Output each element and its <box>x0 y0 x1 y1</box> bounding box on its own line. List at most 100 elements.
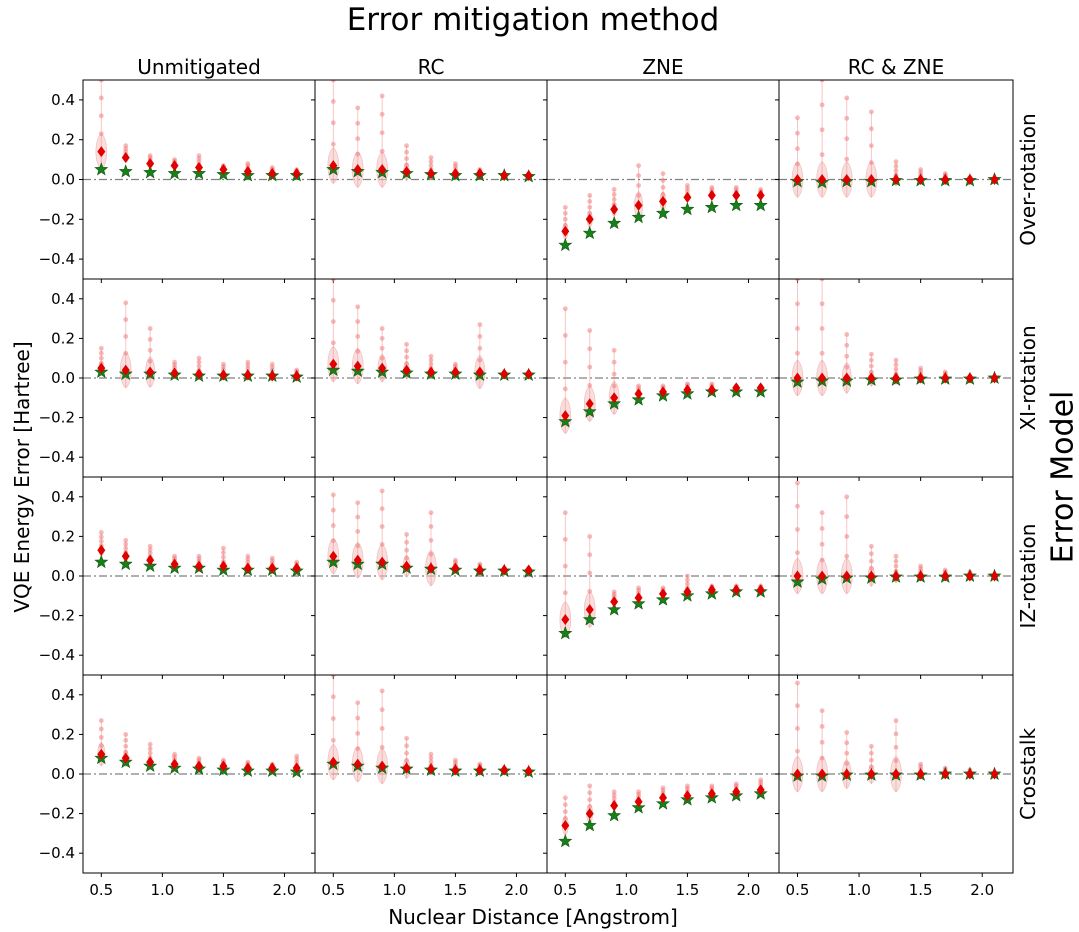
exact-star-marker <box>631 209 646 224</box>
sample-dot <box>330 716 336 721</box>
mean-diamond-marker <box>146 756 155 768</box>
sample-dot <box>733 781 739 787</box>
mean-diamond-marker <box>500 564 509 576</box>
mean-diamond-marker <box>585 213 594 225</box>
sample-dot <box>868 369 874 375</box>
sample-dot <box>562 510 568 516</box>
sample-dot <box>795 161 800 167</box>
sample-dot <box>893 718 899 723</box>
sample-dot <box>98 726 104 732</box>
x-tick-label: 2.0 <box>273 881 297 899</box>
mean-diamond-marker <box>243 562 252 574</box>
exact-star-marker <box>118 164 133 178</box>
sample-dot <box>819 80 825 83</box>
mean-diamond-marker <box>683 586 692 598</box>
sample-dot <box>844 332 850 337</box>
mean-diamond-marker <box>195 560 203 572</box>
sample-dot <box>562 816 568 821</box>
sample-dot <box>819 739 825 745</box>
x-tick-label: 1.0 <box>614 881 638 899</box>
sample-dot <box>918 365 924 371</box>
mean-diamond-marker <box>292 562 301 574</box>
mean-diamond-marker <box>867 174 876 185</box>
sample-dot <box>221 757 226 763</box>
sample-dot <box>147 347 153 353</box>
labels-layer: Unmitigated RC ZNE RC & ZNE Over-rotation XI-… <box>10 2 1079 929</box>
sample-dot <box>844 740 850 746</box>
sample-dot <box>587 790 593 796</box>
sample-dot <box>587 364 593 370</box>
sample-dot <box>355 120 361 126</box>
mean-diamond-marker <box>146 366 155 378</box>
exact-star-marker <box>680 202 695 216</box>
sample-dot <box>379 93 385 99</box>
mean-diamond-marker <box>146 554 155 566</box>
mean-diamond-marker <box>585 398 594 410</box>
sample-dot <box>819 350 825 356</box>
sample-dot <box>404 162 409 168</box>
row-label: Over-rotation <box>1016 113 1040 245</box>
panel-marks <box>83 530 315 577</box>
sample-dot <box>379 148 385 154</box>
sample-dot <box>379 524 385 529</box>
panel-1-3 <box>543 79 780 283</box>
sample-dot <box>562 795 568 801</box>
sample-dot <box>428 751 434 757</box>
sample-dot <box>294 559 300 565</box>
panel-marks <box>83 300 315 389</box>
sample-dot <box>868 566 874 571</box>
mean-diamond-marker <box>965 768 974 780</box>
sample-dot <box>893 744 899 750</box>
sample-dot <box>269 361 275 367</box>
mean-diamond-marker <box>195 368 203 380</box>
mean-diamond-marker <box>121 364 130 376</box>
sample-dot <box>196 755 202 761</box>
panel-4-3: 0.5 1.0 1.5 2.0 <box>543 674 780 899</box>
mean-diamond-marker <box>916 570 925 582</box>
mean-diamond-marker <box>842 768 851 780</box>
mean-diamond-marker <box>475 366 484 378</box>
sample-dot <box>379 688 385 694</box>
sample-dot <box>819 326 825 331</box>
mean-diamond-marker <box>941 570 950 582</box>
sample-dot <box>819 152 825 158</box>
sample-dot <box>685 581 690 587</box>
panel-3-1: 0.4 0.2 0.0 −0.2 −0.4 <box>39 476 316 679</box>
sample-dot <box>379 488 385 494</box>
mean-diamond-marker <box>475 564 484 576</box>
sample-dot <box>868 126 874 132</box>
x-tick-label: 0.5 <box>321 881 345 899</box>
sample-dot <box>660 171 666 176</box>
mean-diamond-marker <box>610 203 619 215</box>
sample-dot <box>844 136 850 142</box>
sample-dot <box>587 783 593 789</box>
sample-dot <box>123 545 129 551</box>
sample-dot <box>404 547 409 553</box>
panel-1-1: 0.4 0.2 0.0 −0.2 −0.4 <box>39 79 316 283</box>
sample-dot <box>477 357 483 363</box>
sample-dot <box>98 131 104 137</box>
sample-dot <box>893 563 899 569</box>
sample-dot <box>611 589 617 595</box>
exact-star-marker <box>558 626 573 640</box>
column-header: Unmitigated <box>137 55 261 79</box>
sample-dot <box>172 359 177 365</box>
sample-dot <box>562 216 568 222</box>
sample-dot <box>795 748 800 754</box>
mean-diamond-marker <box>659 386 667 398</box>
mean-diamond-marker <box>867 372 876 384</box>
exact-star-marker <box>607 602 622 616</box>
sample-dot <box>379 541 385 547</box>
sample-dot <box>428 755 434 761</box>
sample-dot <box>709 783 715 789</box>
y-tick-label: −0.4 <box>39 448 75 466</box>
sample-dot <box>123 737 129 743</box>
sample-dot <box>355 746 361 752</box>
sample-dot <box>147 547 153 553</box>
panel-marks <box>315 675 547 785</box>
sample-dot <box>379 355 385 361</box>
mean-diamond-marker <box>990 570 999 582</box>
mean-diamond-marker <box>243 762 252 774</box>
panel-4-1: 0.4 0.2 0.0 −0.2 −0.4 0.5 1.0 1.5 2.0 <box>39 674 316 899</box>
